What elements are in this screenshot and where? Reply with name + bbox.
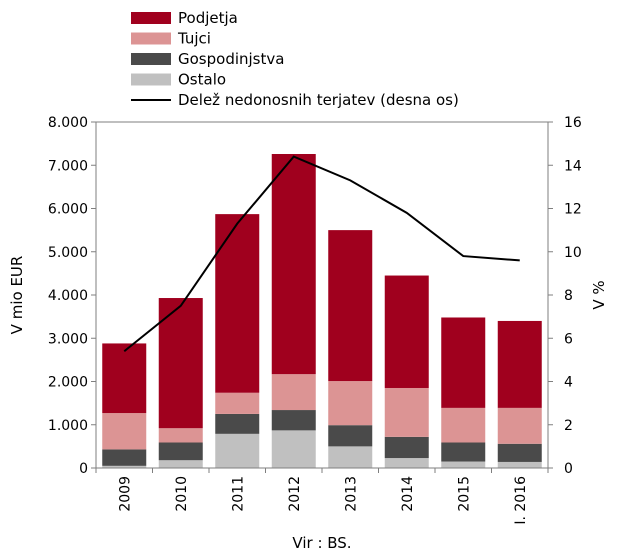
y-axis-title: V mio EUR <box>8 256 26 335</box>
y-tick-label: 1.000 <box>48 418 88 434</box>
bar-tujci <box>384 387 429 437</box>
legend-label: Podjetja <box>178 9 238 27</box>
y2-tick-label: 10 <box>564 245 582 261</box>
bar-ostalo <box>384 458 429 468</box>
legend-label: Gospodinjstva <box>178 50 284 68</box>
bar-podjetja <box>328 230 373 382</box>
x-tick-label: I. 2016 <box>513 476 529 525</box>
bar-podjetja <box>384 275 429 388</box>
x-tick-label: 2011 <box>230 476 246 512</box>
y-tick-label: 7.000 <box>48 158 88 174</box>
y-tick-label: 4.000 <box>48 288 88 304</box>
x-tick-label: 2010 <box>174 476 190 512</box>
bar-gospodinjstva <box>158 442 203 461</box>
bar-tujci <box>215 392 260 414</box>
y2-tick-label: 6 <box>564 331 573 347</box>
line-series <box>123 155 520 353</box>
y2-tick-label: 4 <box>564 375 573 391</box>
bar-gospodinjstva <box>102 449 147 466</box>
bar-ostalo <box>102 465 147 468</box>
legend-label: Delež nedonosnih terjatev (desna os) <box>178 91 459 109</box>
bar-ostalo <box>328 446 373 468</box>
bar-ostalo <box>497 461 542 468</box>
y-tick-label: 6.000 <box>48 202 88 218</box>
bar-ostalo <box>215 433 260 468</box>
legend: Podjetja Tujci Gospodinjstva Ostalo Delež ne… <box>131 9 459 109</box>
bar-gospodinjstva <box>497 443 542 462</box>
bar-gospodinjstva <box>215 413 260 434</box>
y-tick-label: 2.000 <box>48 375 88 391</box>
x-tick-label: 2014 <box>400 476 416 512</box>
bar-tujci <box>441 407 486 443</box>
y2-tick-label: 16 <box>564 115 582 131</box>
bar-podjetja <box>215 214 260 393</box>
bar-tujci <box>328 381 373 426</box>
bar-tujci <box>271 374 316 411</box>
axes: 0 1.000 2.000 3.000 4.000 5.000 6.000 7.000 8.00… <box>48 115 582 525</box>
bar-gospodinjstva <box>328 425 373 447</box>
bar-tujci <box>102 413 147 450</box>
bar-podjetja <box>441 317 486 408</box>
bar-gospodinjstva <box>384 436 429 459</box>
bar-podjetja <box>158 298 203 429</box>
x-tick-label: 2012 <box>287 476 303 512</box>
line-layer <box>123 155 520 353</box>
y2-axis-title: V % <box>590 280 608 309</box>
bar-gospodinjstva <box>441 442 486 462</box>
y-tick-label: 8.000 <box>48 115 88 131</box>
y-tick-label: 0 <box>79 461 88 477</box>
source-note: Vir : BS. <box>292 534 351 552</box>
y2-tick-label: 0 <box>564 461 573 477</box>
bar-podjetja <box>497 320 542 408</box>
legend-label: Ostalo <box>178 71 226 89</box>
y2-tick-label: 2 <box>564 418 573 434</box>
x-tick-label: 2013 <box>343 476 359 512</box>
bar-podjetja <box>102 343 147 414</box>
x-tick-label: 2015 <box>456 476 472 512</box>
legend-label: Tujci <box>177 30 211 48</box>
bar-ostalo <box>441 461 486 468</box>
y2-tick-label: 8 <box>564 288 573 304</box>
bar-ostalo <box>158 460 203 468</box>
legend-swatch <box>131 73 171 86</box>
y-tick-label: 3.000 <box>48 331 88 347</box>
bar-tujci <box>158 428 203 443</box>
bars <box>102 154 542 468</box>
legend-swatch <box>131 53 171 65</box>
legend-swatch <box>131 32 171 45</box>
bar-podjetja <box>271 154 316 375</box>
y-tick-label: 5.000 <box>48 245 88 261</box>
bar-ostalo <box>271 430 316 468</box>
y2-tick-label: 14 <box>564 158 582 174</box>
bar-gospodinjstva <box>271 410 316 431</box>
x-tick-label: 2009 <box>117 476 133 512</box>
bar-tujci <box>497 407 542 444</box>
legend-swatch <box>131 12 171 24</box>
y2-tick-label: 12 <box>564 202 582 218</box>
